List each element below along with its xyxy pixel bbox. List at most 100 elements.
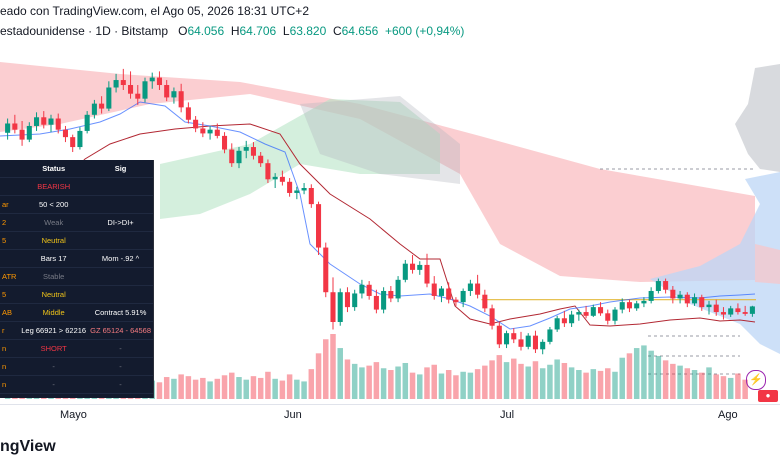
symbol-label[interactable]: estadounidense · 1D · Bitstamp <box>0 24 169 38</box>
volume-bar <box>597 370 604 399</box>
candle-body <box>366 284 372 296</box>
candle-body <box>178 91 184 108</box>
candle <box>308 184 314 208</box>
candle-body <box>431 283 437 296</box>
row-sig <box>88 285 153 304</box>
volume-bar <box>178 374 184 399</box>
candle <box>532 330 538 354</box>
candle <box>453 297 459 306</box>
volume-bar <box>323 339 329 399</box>
candle <box>294 186 300 200</box>
candle <box>619 298 625 314</box>
candle-body <box>518 339 524 347</box>
candle <box>569 310 575 327</box>
volume-bar <box>265 371 271 399</box>
volume-bar <box>185 376 192 399</box>
row-key: n <box>0 375 20 394</box>
candle-body <box>229 149 235 164</box>
candle <box>55 113 61 134</box>
candle-body <box>84 114 90 131</box>
candle-body <box>417 264 423 270</box>
volume-bar <box>641 345 647 399</box>
candle <box>446 282 452 304</box>
candle-body <box>164 85 170 98</box>
candle-body <box>34 117 40 126</box>
candle <box>540 339 546 355</box>
alert-badge-icon[interactable]: ● <box>758 390 778 402</box>
candle-body <box>496 325 502 345</box>
candle-body <box>207 129 213 134</box>
volume-bar <box>163 377 170 399</box>
row-status: BEARISH <box>19 177 89 196</box>
table-header-sig: Sig <box>88 160 153 178</box>
candle-body <box>561 318 567 324</box>
candle-body <box>655 281 661 291</box>
candle <box>496 322 502 349</box>
volume-bar <box>547 364 553 399</box>
candle <box>366 281 372 300</box>
volume-bar <box>445 370 452 399</box>
candle <box>612 307 618 325</box>
candle <box>178 83 184 113</box>
candle <box>250 142 256 160</box>
volume-bar <box>727 377 734 399</box>
volume-bar <box>409 372 416 399</box>
candle-body <box>352 293 358 308</box>
volume-bar <box>539 368 546 399</box>
candle-body <box>677 294 683 299</box>
row-sig <box>88 195 153 214</box>
candle-body <box>222 135 228 150</box>
volume-bar <box>655 355 662 399</box>
candle-body <box>272 176 278 180</box>
candle <box>171 87 177 104</box>
candle-body <box>540 341 546 350</box>
ohlc-legend: estadounidense · 1D · Bitstamp O64.056 H… <box>0 24 464 38</box>
candle <box>236 147 242 169</box>
table-row: 5 Neutral <box>0 231 153 250</box>
candle <box>34 112 40 131</box>
candle <box>142 77 148 103</box>
volume-bar <box>648 350 654 399</box>
candle <box>279 170 285 186</box>
volume-bar <box>380 368 387 399</box>
candle-body <box>489 308 495 326</box>
candle-body <box>120 80 126 86</box>
candle-body <box>713 304 719 313</box>
candle-body <box>410 263 416 270</box>
candle-body <box>749 306 755 314</box>
table-row: BEARISH <box>0 177 153 196</box>
candlestick-series <box>5 68 755 355</box>
volume-bar <box>424 367 430 399</box>
candle-body <box>106 87 112 109</box>
volume-bar <box>286 374 293 399</box>
candle <box>735 303 741 315</box>
candle <box>287 178 293 197</box>
time-axis[interactable]: Mayo Jun Jul Ago <box>0 404 780 425</box>
high-label: H <box>230 24 240 38</box>
candle-body <box>619 302 625 310</box>
table-row: n-- <box>0 375 153 394</box>
volume-bar <box>200 377 206 399</box>
candle <box>301 183 307 195</box>
candle <box>316 201 322 255</box>
candle <box>699 294 705 311</box>
volume-bar <box>156 382 163 399</box>
tradingview-logo: ngView <box>0 438 56 455</box>
volume-bar <box>301 381 307 399</box>
volume-bar <box>590 369 597 399</box>
volume-bar <box>460 371 466 399</box>
candle <box>113 73 119 93</box>
candle-body <box>511 333 517 340</box>
row-key: r <box>0 321 20 340</box>
snapshot-caption: eado con TradingView.com, el Ago 05, 202… <box>0 4 309 18</box>
lightning-icon[interactable]: ⚡ <box>746 370 766 390</box>
candle <box>337 288 343 326</box>
candle <box>561 310 567 327</box>
row-status: 50 < 200 <box>19 195 89 214</box>
volume-bar <box>294 379 300 399</box>
volume-bar <box>691 370 698 399</box>
volume-bar <box>257 377 264 399</box>
candle <box>207 125 213 140</box>
candle-body <box>641 300 647 304</box>
row-key <box>0 249 20 268</box>
